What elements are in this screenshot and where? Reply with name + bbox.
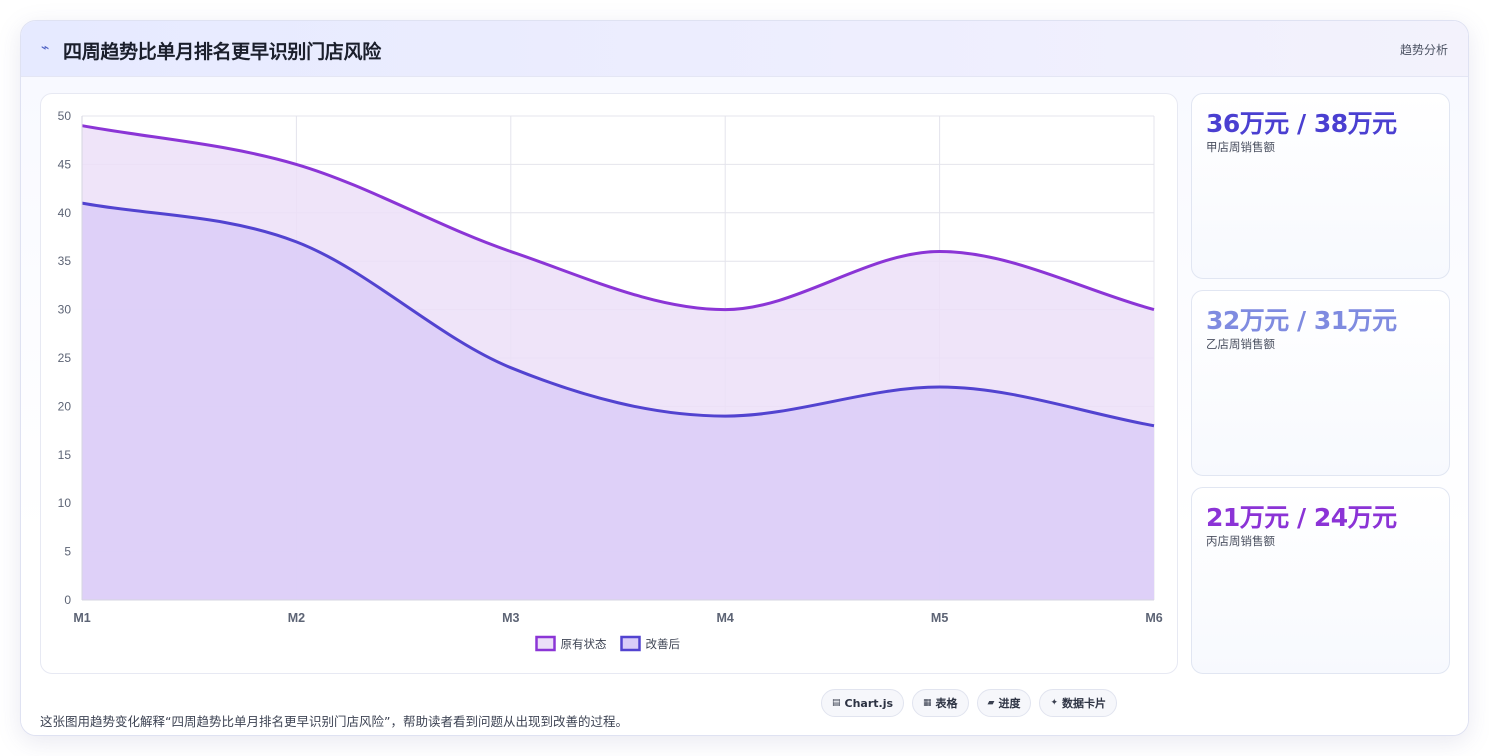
x-tick-label: M2 (288, 611, 305, 625)
table-icon: ▦ (923, 698, 932, 708)
kpi-value: 36万元 / 38万元 (1206, 109, 1397, 138)
card-header: ⌁ 四周趋势比单月排名更早识别门店风险 趋势分析 (21, 21, 1468, 77)
chip-label: Chart.js (844, 696, 894, 710)
legend-swatch (535, 635, 556, 652)
legend-swatch (620, 635, 641, 652)
y-tick-label: 20 (58, 399, 72, 413)
chart-icon: ▤ (832, 698, 841, 708)
x-tick-label: M1 (73, 611, 90, 625)
kpi-label: 乙店周销售额 (1206, 337, 1275, 351)
kpi-label: 甲店周销售额 (1206, 140, 1275, 154)
kpi-label: 丙店周销售额 (1206, 534, 1275, 548)
data-card-icon: ✦ (1050, 698, 1059, 708)
area-chart: 0 5 10 15 20 25 30 35 40 45 50 M1 M2 M3 M4 M5 M6 原有状态 改善后 (58, 109, 1163, 652)
chip-label: 数据卡片 (1062, 697, 1107, 710)
y-tick-label: 25 (58, 351, 72, 365)
tech-chips: ▤ Chart.js ▦ 表格 ▰ 进度 ✦ 数据卡片 (821, 689, 1118, 717)
y-tick-label: 15 (58, 448, 72, 462)
series-area-1 (82, 203, 1154, 600)
chip-data-card[interactable]: ✦ 数据卡片 (1039, 689, 1118, 717)
y-tick-label: 5 (64, 545, 71, 559)
chip-table[interactable]: ▦ 表格 (912, 689, 969, 717)
y-tick-label: 40 (58, 206, 72, 220)
card-body: 0 5 10 15 20 25 30 35 40 45 50 M1 M2 M3 M4 M5 M6 原有状态 改善后 … (21, 77, 1468, 735)
y-tick-label: 45 (58, 157, 72, 171)
y-tick-label: 30 (58, 303, 72, 317)
kpi-card-store-c: 21万元 / 24万元 丙店周销售额 (1191, 487, 1450, 674)
kpi-value: 32万元 / 31万元 (1206, 306, 1397, 335)
y-tick-label: 0 (64, 593, 71, 607)
section-tag: 趋势分析 (1399, 43, 1448, 57)
chip-chartjs[interactable]: ▤ Chart.js (821, 689, 905, 717)
y-tick-label: 35 (58, 254, 72, 268)
chip-label: 表格 (935, 697, 958, 710)
chart-panel: 0 5 10 15 20 25 30 35 40 45 50 M1 M2 M3 M4 M5 M6 原有状态 改善后 (40, 93, 1178, 674)
chip-progress[interactable]: ▰ 进度 (976, 689, 1032, 717)
chip-label: 进度 (998, 697, 1021, 710)
trend-line-icon: ⌁ (41, 40, 50, 56)
x-tick-label: M6 (1145, 611, 1162, 625)
series-line-1 (81, 201, 1155, 428)
x-tick-label: M5 (931, 611, 948, 625)
x-tick-label: M3 (502, 611, 519, 625)
kpi-card-store-a: 36万元 / 38万元 甲店周销售额 (1191, 93, 1450, 279)
legend-label: 原有状态 (561, 637, 607, 651)
y-tick-label: 10 (58, 496, 72, 510)
page-title: 四周趋势比单月排名更早识别门店风险 (63, 41, 381, 63)
x-tick-label: M4 (717, 611, 734, 625)
series-line-0 (81, 124, 1155, 312)
progress-icon: ▰ (987, 698, 995, 708)
chart-caption: 这张图用趋势变化解释“四周趋势比单月排名更早识别门店风险”，帮助读者看到问题从出… (40, 714, 628, 729)
kpi-card-store-b: 32万元 / 31万元 乙店周销售额 (1191, 290, 1450, 476)
y-tick-label: 50 (58, 109, 72, 123)
trend-card: ⌁ 四周趋势比单月排名更早识别门店风险 趋势分析 0 5 10 15 20 25 30 35 4… (20, 20, 1469, 736)
kpi-value: 21万元 / 24万元 (1206, 503, 1397, 532)
legend-label: 改善后 (646, 637, 681, 651)
